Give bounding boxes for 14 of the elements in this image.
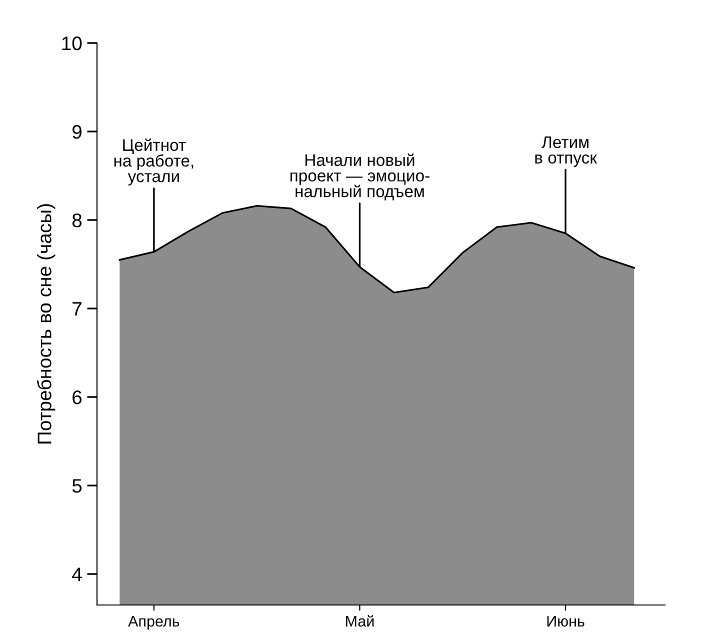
y-tick-label: 4: [72, 568, 82, 582]
annotation: Летим в отпуск: [535, 136, 598, 167]
x-tick-label: Апрель: [128, 616, 180, 630]
x-tick-label: Май: [346, 615, 374, 627]
y-tick-label: 7: [72, 302, 82, 316]
y-axis-title: Потребность во сне (часы): [36, 204, 56, 444]
y-tick-label: 9: [72, 124, 82, 139]
annotation: Начали новый проект — эмоцио- нальный подъем: [290, 153, 430, 200]
y-tick-label: 5: [72, 479, 82, 493]
x-tick-label: Июнь: [547, 616, 584, 627]
annotation: Цейтнот на работе, устали: [114, 138, 194, 186]
y-tick-label: 8: [72, 213, 82, 228]
y-tick-label: 10: [62, 36, 82, 50]
y-tick-label: 6: [72, 390, 82, 404]
